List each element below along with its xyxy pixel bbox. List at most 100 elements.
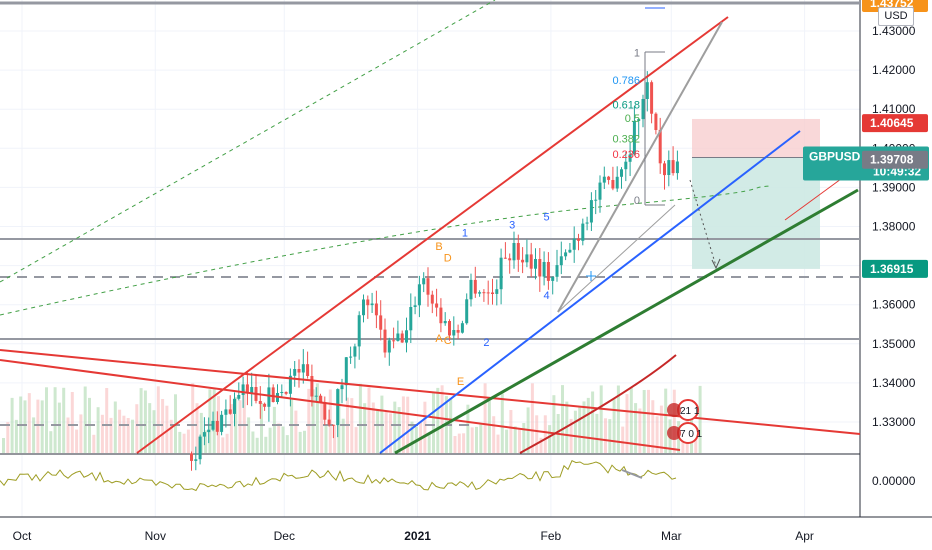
volume-bar xyxy=(672,389,676,453)
volume-bar xyxy=(182,433,186,453)
volume-bar xyxy=(358,383,362,453)
volume-bar xyxy=(625,394,629,453)
volume-bar xyxy=(561,385,564,453)
candle-body xyxy=(353,346,357,357)
candle-body xyxy=(611,180,615,189)
volume-bar xyxy=(238,400,242,453)
y-tick-label: 1.35000 xyxy=(872,337,916,351)
wave-label: E xyxy=(457,376,464,388)
volume-bar xyxy=(208,389,212,453)
x-tick-label: 2021 xyxy=(404,529,431,543)
volume-bar xyxy=(522,423,526,453)
volume-bar xyxy=(483,383,487,453)
fib-level-label: 0.382 xyxy=(612,134,640,146)
currency-selector[interactable]: USD xyxy=(878,7,914,26)
candle-body xyxy=(319,395,322,403)
volume-bar xyxy=(169,419,173,453)
blue-trend-line xyxy=(379,130,801,454)
volume-bar xyxy=(634,403,638,453)
candle-body xyxy=(568,249,572,253)
candle-body xyxy=(215,420,219,432)
volume-bar xyxy=(32,417,36,453)
candle-body xyxy=(284,392,288,394)
candle-body xyxy=(241,384,245,395)
candle-body xyxy=(516,243,520,260)
x-tick-label: Dec xyxy=(274,529,295,543)
volume-bar xyxy=(221,437,225,453)
candle-body xyxy=(478,292,482,294)
candle-body xyxy=(654,113,658,130)
volume-bar xyxy=(122,415,126,453)
candle-body xyxy=(538,259,542,277)
volume-bar xyxy=(341,418,345,453)
candle-body xyxy=(641,99,645,120)
candle-body xyxy=(310,376,314,397)
candle-body xyxy=(551,276,555,281)
candle-body xyxy=(344,357,348,386)
candle-body xyxy=(409,307,413,331)
volume-bar xyxy=(298,431,302,453)
event-flag-icon xyxy=(667,403,681,417)
volume-bar xyxy=(79,414,83,453)
candle-body xyxy=(370,303,374,306)
volume-bar xyxy=(573,410,577,453)
volume-bar xyxy=(376,410,380,453)
y-tick-label: 1.42000 xyxy=(872,63,916,77)
candle-body xyxy=(512,243,516,261)
wave-label: B xyxy=(435,241,442,253)
candle-body xyxy=(314,395,318,397)
candle-body xyxy=(628,154,632,162)
candle-body xyxy=(598,182,602,200)
candle-body xyxy=(413,305,417,307)
candle-body xyxy=(525,254,529,263)
candle-body xyxy=(486,292,490,294)
candle-body xyxy=(435,303,439,308)
candle-body xyxy=(503,257,507,259)
candle-body xyxy=(473,279,477,294)
volume-bar xyxy=(152,410,156,453)
volume-bar xyxy=(436,387,440,453)
price-badge xyxy=(862,259,928,278)
price-badge-text: 1.39708 xyxy=(870,153,914,167)
volume-bar xyxy=(135,404,139,453)
candle-body xyxy=(228,409,232,414)
candle-body xyxy=(456,330,460,333)
wave-label: A xyxy=(435,333,443,345)
volume-bar xyxy=(285,435,289,453)
candle-body xyxy=(508,258,512,261)
volume-bar xyxy=(109,417,113,453)
volume-bar xyxy=(303,430,306,453)
candle-body xyxy=(491,292,494,294)
volume-bar xyxy=(320,395,324,453)
candle-body xyxy=(675,161,679,174)
candle-body xyxy=(559,256,563,266)
volume-bar xyxy=(139,388,143,453)
candle-body xyxy=(336,389,340,426)
volume-bar xyxy=(681,437,685,453)
candle-body xyxy=(529,254,533,269)
volume-bar xyxy=(548,425,552,453)
candle-body xyxy=(602,176,606,183)
candle-body xyxy=(632,121,636,155)
candle-body xyxy=(233,398,236,414)
volume-bar xyxy=(582,401,586,453)
volume-bar xyxy=(453,436,457,453)
candle-body xyxy=(439,307,443,324)
candle-body xyxy=(577,238,580,241)
candle-body xyxy=(237,395,241,399)
candle-body xyxy=(387,340,391,353)
y-tick-label: 1.43000 xyxy=(872,24,916,38)
wave-label: 2 xyxy=(483,337,489,349)
wave-label: 1 xyxy=(462,227,468,239)
falling-trend-line xyxy=(0,349,861,435)
volume-bar xyxy=(604,418,607,453)
volume-bar xyxy=(518,428,521,453)
candle-body xyxy=(405,330,408,343)
candle-body xyxy=(607,176,611,180)
candle-body xyxy=(366,299,370,306)
candle-body xyxy=(250,387,254,393)
candle-body xyxy=(340,385,344,390)
candle-body xyxy=(224,409,228,415)
volume-bar xyxy=(350,398,354,453)
